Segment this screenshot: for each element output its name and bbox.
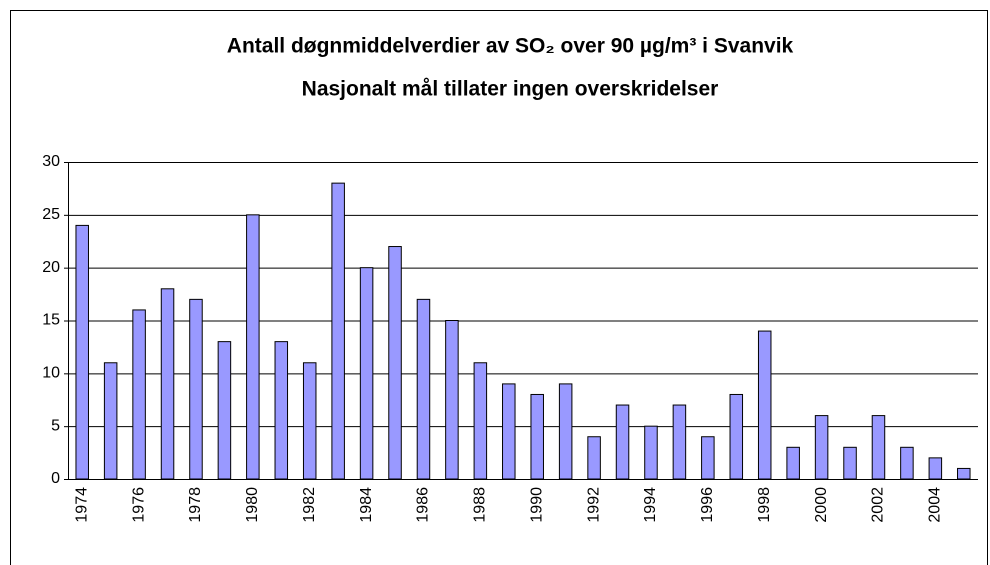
- x-tick-label: 1996: [699, 487, 716, 523]
- x-tick-label: 2000: [813, 487, 830, 523]
- bar: [928, 457, 943, 480]
- x-tick-label: 1998: [756, 487, 773, 523]
- y-tick-label: 25: [42, 206, 60, 223]
- bar: [843, 446, 857, 480]
- bar: [445, 320, 459, 480]
- x-tick-label: 1984: [358, 487, 375, 523]
- x-tick-label: 1974: [73, 487, 90, 523]
- bar: [814, 415, 829, 480]
- x-tick-label: 1982: [301, 487, 318, 523]
- x-tick-label: 1994: [642, 487, 659, 523]
- bar: [672, 404, 687, 480]
- y-tick-label: 20: [42, 259, 60, 276]
- chart-title: Antall døgnmiddelverdier av SO₂ over 90 …: [227, 35, 794, 58]
- x-tick-label: 1990: [528, 487, 545, 523]
- y-tick-label: 10: [42, 365, 60, 382]
- bar: [786, 446, 800, 480]
- bar: [75, 224, 89, 480]
- x-tick-label: 1978: [187, 487, 204, 523]
- bar: [644, 425, 658, 480]
- bar: [757, 330, 772, 480]
- bar: [217, 341, 232, 480]
- bar: [132, 309, 146, 480]
- y-tick-label: 5: [51, 417, 60, 434]
- x-tick-label: 2002: [870, 487, 887, 523]
- bar: [729, 393, 744, 480]
- bar: [331, 182, 345, 480]
- y-tick-label: 15: [42, 312, 60, 329]
- bar: [558, 383, 573, 480]
- bar: [530, 393, 544, 480]
- bar: [587, 436, 601, 480]
- bar: [502, 383, 516, 480]
- bar: [103, 362, 118, 480]
- x-tick-label: 1980: [244, 487, 261, 523]
- bar: [359, 267, 374, 480]
- bar: [246, 214, 260, 480]
- x-tick-label: 1976: [130, 487, 147, 523]
- bar: [701, 436, 715, 480]
- bar: [900, 446, 914, 480]
- y-tick-label: 0: [51, 470, 60, 487]
- bar: [871, 415, 886, 480]
- x-tick-label: 1992: [585, 487, 602, 523]
- bar: [302, 362, 317, 480]
- bar: [473, 362, 488, 480]
- x-tick-label: 1988: [472, 487, 489, 523]
- x-tick-label: 2004: [927, 487, 944, 523]
- bar: [416, 298, 431, 480]
- chart-subtitle: Nasjonalt mål tillater ingen overskridel…: [302, 78, 719, 101]
- bar: [957, 467, 971, 480]
- bar: [160, 288, 175, 480]
- y-tick-label: 30: [42, 153, 60, 170]
- bar: [615, 404, 630, 480]
- bar: [189, 298, 203, 480]
- bar: [388, 246, 402, 480]
- bar: [274, 341, 289, 480]
- x-tick-label: 1986: [415, 487, 432, 523]
